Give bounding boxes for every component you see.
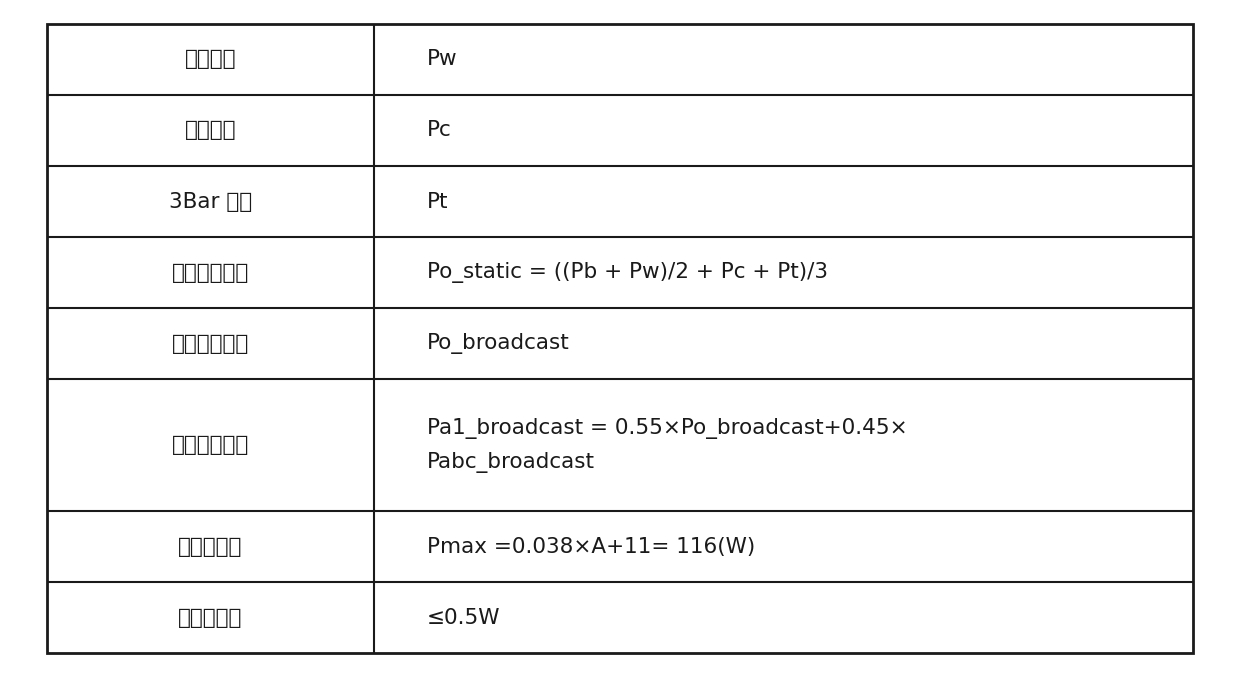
Text: ≤0.5W: ≤0.5W bbox=[427, 608, 501, 628]
Text: Pw: Pw bbox=[427, 49, 458, 69]
Text: 全彩信号: 全彩信号 bbox=[185, 121, 236, 140]
Text: Pt: Pt bbox=[427, 192, 449, 211]
Text: 待机限定值: 待机限定值 bbox=[179, 608, 243, 628]
Text: Pc: Pc bbox=[427, 121, 451, 140]
Text: Pa1_broadcast = 0.55×Po_broadcast+0.45×
Pabc_broadcast: Pa1_broadcast = 0.55×Po_broadcast+0.45× … bbox=[427, 418, 908, 473]
Text: 工作状态能耗: 工作状态能耗 bbox=[172, 263, 249, 283]
Text: 综合评价功耗: 综合评价功耗 bbox=[172, 435, 249, 455]
Text: 3Bar 信号: 3Bar 信号 bbox=[169, 192, 252, 211]
Text: Po_broadcast: Po_broadcast bbox=[427, 333, 569, 354]
Text: 纯白信号: 纯白信号 bbox=[185, 49, 236, 69]
Text: Po_static = ((Pb + Pw)/2 + Pc + Pt)/3: Po_static = ((Pb + Pw)/2 + Pc + Pt)/3 bbox=[427, 262, 828, 283]
Text: 动态视频信号: 动态视频信号 bbox=[172, 334, 249, 354]
Text: Pmax =0.038×A+11= 116(W): Pmax =0.038×A+11= 116(W) bbox=[427, 537, 755, 556]
Text: 能耗限定值: 能耗限定值 bbox=[179, 537, 243, 556]
